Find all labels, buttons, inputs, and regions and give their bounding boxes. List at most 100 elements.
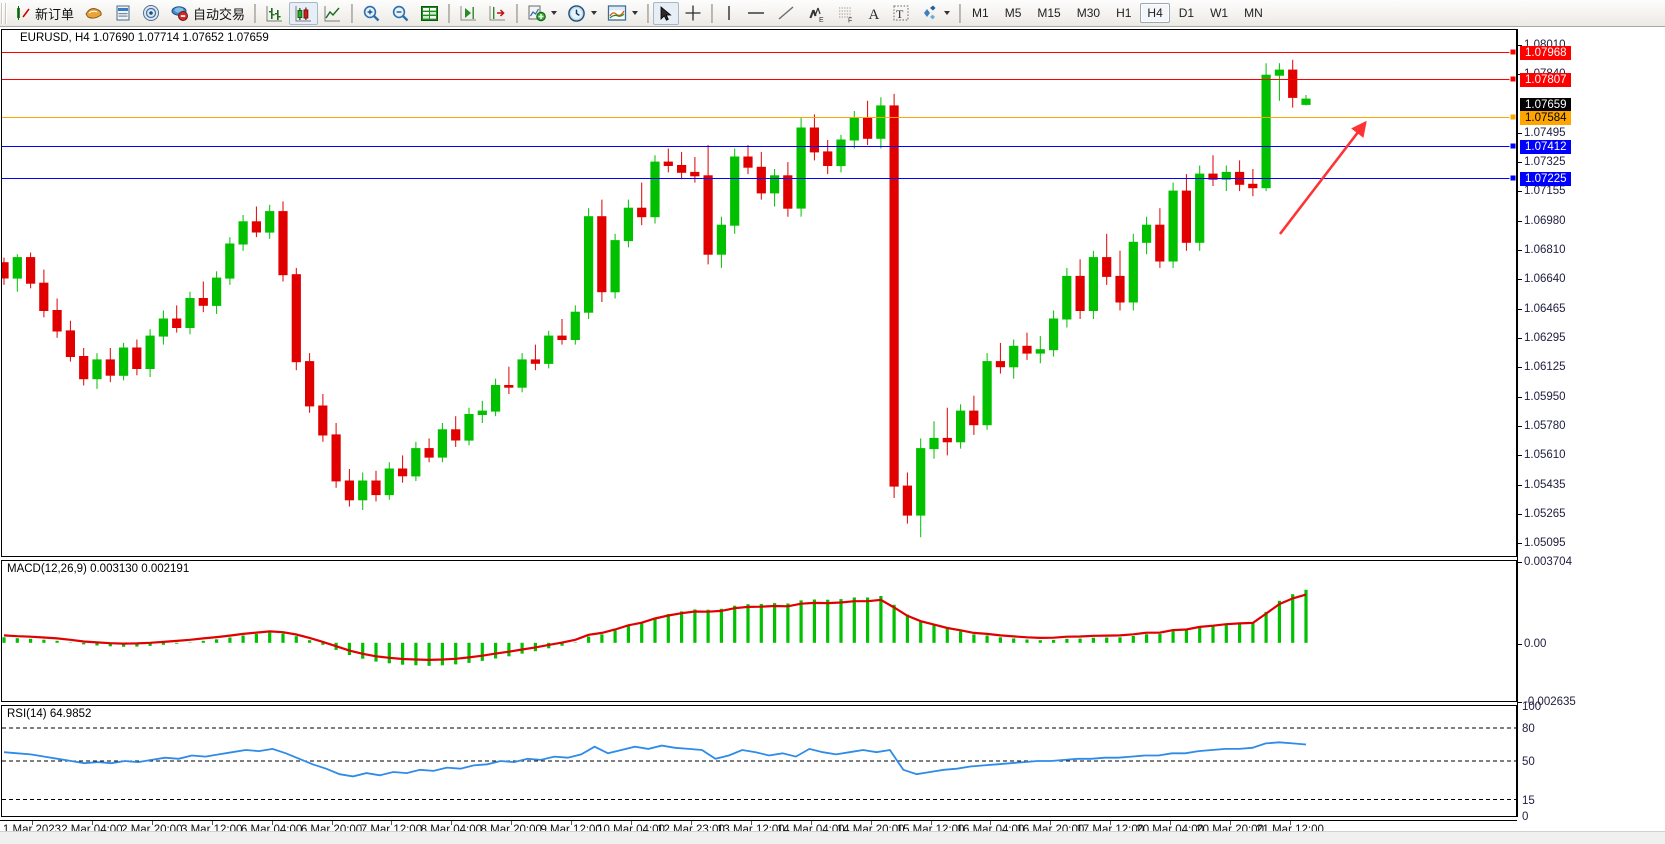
timeframe-m5[interactable]: M5 <box>1004 6 1022 20</box>
time-tick <box>151 821 153 825</box>
trendline-icon <box>776 4 796 22</box>
toolbar-separator-2 <box>351 3 354 23</box>
toolbar-grip[interactable] <box>1 2 8 24</box>
templates-button[interactable] <box>602 2 643 25</box>
toolbar-separator-3 <box>448 3 451 23</box>
crosshair-icon <box>684 4 702 22</box>
level-badge-support-1[interactable]: 1.07412 <box>1520 140 1571 155</box>
vertical-line-button[interactable] <box>717 2 741 25</box>
text-label-button[interactable]: T <box>887 2 915 25</box>
elliott-wave-button[interactable]: E <box>801 2 831 25</box>
level-handle-support-2[interactable] <box>1509 174 1516 182</box>
text-label-icon: T <box>892 4 910 22</box>
data-window-grid-button[interactable] <box>415 2 444 25</box>
rsi-tick-label: 0 <box>1522 811 1529 823</box>
level-badge-resistance-2[interactable]: 1.07807 <box>1520 73 1571 88</box>
level-handle-entry[interactable] <box>1509 113 1516 121</box>
text-button[interactable]: A <box>861 2 887 25</box>
level-line-support-2[interactable] <box>2 178 1516 180</box>
level-badge-entry[interactable]: 1.07584 <box>1520 111 1571 126</box>
chart-shift-icon <box>459 4 478 22</box>
level-line-support-1[interactable] <box>2 146 1516 148</box>
candlestick-chart-icon <box>294 4 313 23</box>
time-tick <box>331 821 333 825</box>
timeframe-h4[interactable]: H4 <box>1140 3 1170 23</box>
price-tick <box>1518 191 1522 193</box>
price-tick-label: 1.06810 <box>1524 244 1566 257</box>
candlestick-chart-button[interactable] <box>289 1 319 25</box>
signals-button[interactable] <box>137 2 165 25</box>
auto-scroll-icon <box>488 4 507 22</box>
rsi-axis: 100 80 50 15 0 <box>1518 701 1665 823</box>
timeframe-h1[interactable]: H1 <box>1116 6 1132 20</box>
level-line-entry[interactable] <box>2 117 1516 119</box>
level-line-resistance-2[interactable] <box>2 79 1516 81</box>
new-order-label: 新订单 <box>35 6 75 22</box>
level-handle-resistance-2[interactable] <box>1509 75 1516 83</box>
new-order-button[interactable]: 新订单 <box>11 2 79 25</box>
expert-advisor-icon <box>84 4 104 22</box>
chart-shift-button[interactable] <box>454 2 483 25</box>
autotrading-button[interactable]: 自动交易 <box>165 2 250 25</box>
price-pane[interactable]: EURUSD, H4 1.07690 1.07714 1.07652 1.076… <box>1 29 1517 557</box>
time-tick <box>571 821 573 825</box>
templates-caret-icon[interactable] <box>632 11 639 15</box>
timeframe-mn[interactable]: MN <box>1244 6 1263 20</box>
macd-tick-label: 0.00 <box>1524 637 1547 650</box>
period-caret-icon[interactable] <box>591 11 598 15</box>
time-tick <box>810 821 812 825</box>
bar-chart-icon <box>265 4 284 23</box>
zoom-out-button[interactable] <box>386 2 415 25</box>
main-toolbar: 新订单 <box>0 0 1665 27</box>
shapes-caret-icon[interactable] <box>944 11 951 15</box>
crosshair-button[interactable] <box>679 2 707 25</box>
shapes-button[interactable] <box>915 2 955 25</box>
period-button[interactable] <box>562 2 602 25</box>
time-tick <box>271 821 273 825</box>
indicators-caret-icon[interactable] <box>551 11 558 15</box>
bar-chart-button[interactable] <box>260 2 289 25</box>
rsi-tick-label: 100 <box>1522 701 1542 713</box>
timeframe-w1[interactable]: W1 <box>1210 6 1229 20</box>
zoom-in-button[interactable] <box>357 2 386 25</box>
timeframe-m30[interactable]: M30 <box>1076 6 1101 20</box>
timeframe-m1[interactable]: M1 <box>972 6 989 20</box>
chart-area[interactable]: EURUSD, H4 1.07690 1.07714 1.07652 1.076… <box>0 27 1665 844</box>
candlestick-plot <box>2 59 1311 538</box>
time-tick <box>1110 821 1112 825</box>
price-tick <box>1518 484 1522 486</box>
price-tick-label: 1.06980 <box>1524 215 1566 228</box>
level-line-resistance-1[interactable] <box>2 51 1516 53</box>
price-tick <box>1518 366 1522 368</box>
level-badge-support-2[interactable]: 1.07225 <box>1520 172 1571 187</box>
level-handle-support-1[interactable] <box>1509 142 1516 150</box>
expert-advisor-button[interactable] <box>79 2 109 25</box>
macd-pane[interactable]: MACD(12,26,9) 0.003130 0.002191 <box>1 560 1517 702</box>
price-axis[interactable]: 1.080101.078401.076591.074951.073251.071… <box>1518 29 1665 557</box>
price-tick <box>1518 513 1522 515</box>
time-tick <box>690 821 692 825</box>
trendline-button[interactable] <box>771 2 801 25</box>
level-handle-resistance-1[interactable] <box>1509 48 1516 56</box>
line-chart-button[interactable] <box>318 2 347 25</box>
time-tick <box>511 821 513 825</box>
level-badge-resistance-1[interactable]: 1.07968 <box>1520 45 1571 60</box>
data-window-grid-icon <box>420 5 439 22</box>
auto-scroll-button[interactable] <box>483 2 512 25</box>
data-window-button[interactable] <box>109 2 137 25</box>
fibonacci-icon: F <box>836 4 856 23</box>
horizontal-line-button[interactable] <box>741 2 771 25</box>
timeframe-d1[interactable]: D1 <box>1178 6 1195 20</box>
cursor-button[interactable] <box>653 1 680 25</box>
price-tick-label: 1.06465 <box>1524 302 1566 315</box>
chart-title: EURUSD, H4 1.07690 1.07714 1.07652 1.076… <box>20 32 269 44</box>
current-price-badge: 1.07659 <box>1520 98 1571 113</box>
rsi-pane[interactable]: RSI(14) 64.9852 <box>1 705 1517 817</box>
price-tick <box>1518 221 1522 223</box>
horizontal-scrollbar[interactable] <box>0 831 1665 844</box>
timeframe-m15[interactable]: M15 <box>1037 6 1061 20</box>
autotrading-icon <box>170 4 190 22</box>
indicators-button[interactable] <box>522 2 562 25</box>
time-tick <box>451 821 453 825</box>
fibonacci-button[interactable]: F <box>831 2 861 25</box>
